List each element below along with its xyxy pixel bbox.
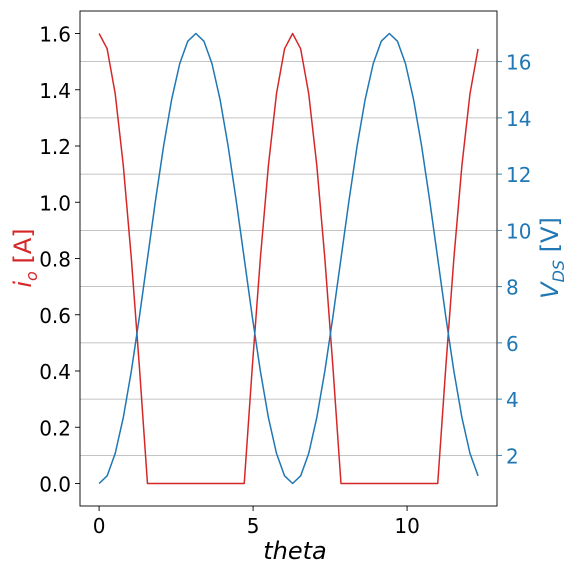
left-axis-tick-label: 0.2 — [39, 416, 71, 440]
left-axis-tick-label: 1.6 — [39, 23, 71, 47]
left-axis-series-line — [98, 32, 479, 485]
right-axis-tick-label: 6 — [506, 332, 519, 356]
right-axis-tick-label: 2 — [506, 444, 519, 468]
left-axis-tick-label: 1.0 — [39, 191, 71, 215]
right-axis-tick-label: 12 — [506, 163, 531, 187]
left-axis-tick-label: 0.0 — [39, 473, 71, 497]
left-axis-label-base: i — [9, 281, 37, 288]
x-axis-tick-label: 10 — [394, 514, 419, 538]
right-axis-tick-label: 14 — [506, 107, 531, 131]
left-axis-tick-label: 0.6 — [39, 304, 71, 328]
right-axis-tick-label: 16 — [506, 51, 531, 75]
series-lines — [98, 32, 479, 485]
left-axis-tick-label: 1.2 — [39, 135, 71, 159]
right-axis-label: VDS [V] — [536, 217, 568, 299]
x-axis-tick-label: 5 — [247, 514, 260, 538]
right-axis-series-line — [98, 32, 479, 485]
left-axis-tick-label: 0.4 — [39, 360, 71, 384]
x-axis-tick-label: 0 — [93, 514, 106, 538]
right-axis-label-base: V — [536, 281, 564, 299]
left-axis-label: io [A] — [9, 228, 41, 287]
right-axis-tick-label: 4 — [506, 388, 519, 412]
right-axis: 2 4 6 8 10 12 14 16 — [497, 51, 531, 468]
left-axis-label-unit: [A] — [9, 228, 37, 271]
right-axis-tick-label: 10 — [506, 219, 531, 243]
right-axis-tick-label: 8 — [506, 276, 519, 300]
left-axis-tick-label: 0.8 — [39, 248, 71, 272]
x-axis: 0 5 10 — [93, 506, 420, 538]
left-axis-label-subscript: o — [22, 271, 41, 281]
right-axis-label-subscript: DS — [549, 260, 568, 282]
right-axis-label-unit: [V] — [536, 217, 564, 260]
left-axis-tick-label: 1.4 — [39, 79, 71, 103]
x-axis-label: theta — [263, 537, 327, 565]
left-axis: 0.0 0.2 0.4 0.6 0.8 1.0 1.2 1.4 1.6 — [39, 23, 80, 497]
grid-lines — [80, 61, 497, 456]
